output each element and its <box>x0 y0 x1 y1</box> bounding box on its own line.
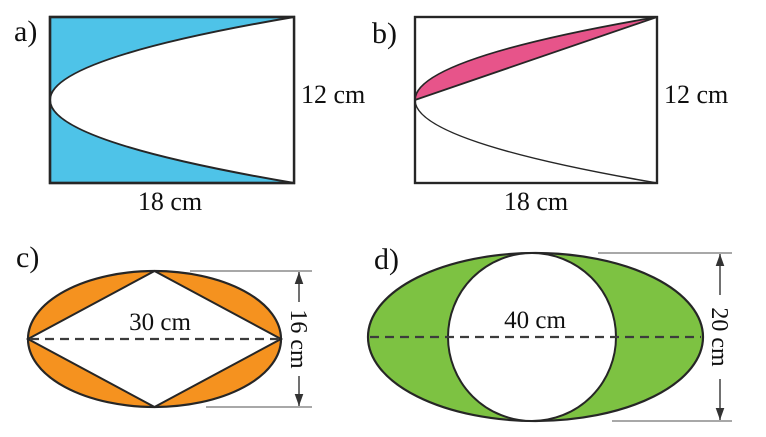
panel-b-rectangle-outline <box>413 15 659 185</box>
panel-d-arrow-up-icon <box>715 254 725 266</box>
panel-d-major-axis-label: 40 cm <box>504 307 566 334</box>
panel-c-arrow-up-icon <box>294 272 304 284</box>
panel-b-height-label: 12 cm <box>664 80 728 109</box>
panel-d-minor-axis-label: 20 cm <box>706 307 732 367</box>
panel-d-label: d) <box>374 243 399 276</box>
panel-d: d) 40 cm 20 cm <box>366 243 732 423</box>
panel-b-label: b) <box>372 17 397 50</box>
panel-b-parabola-lower-branch <box>414 99 658 184</box>
panel-b-width-label: 18 cm <box>504 187 568 216</box>
panel-a: a) 12 cm 18 cm <box>14 15 365 216</box>
panel-d-dimension: 20 cm <box>598 252 732 422</box>
panel-c-major-axis-label: 30 cm <box>129 309 191 336</box>
panel-c-minor-axis-label: 16 cm <box>285 309 311 369</box>
panel-a-rectangle-outline <box>48 15 296 185</box>
panel-b-shaded-lens <box>414 16 658 102</box>
panel-a-height-label: 12 cm <box>301 80 365 109</box>
panel-d-arrow-down-icon <box>715 408 725 420</box>
panel-a-label: a) <box>14 15 37 48</box>
panel-c-label: c) <box>16 241 39 274</box>
panel-c-dimension: 16 cm <box>190 270 312 408</box>
panel-a-width-label: 18 cm <box>138 187 202 216</box>
panel-b: b) 12 cm 18 cm <box>372 15 728 216</box>
panel-c: c) 30 cm 16 cm <box>16 241 312 409</box>
panel-c-arrow-down-icon <box>294 394 304 406</box>
panel-d-inscribed-circle <box>447 252 617 422</box>
